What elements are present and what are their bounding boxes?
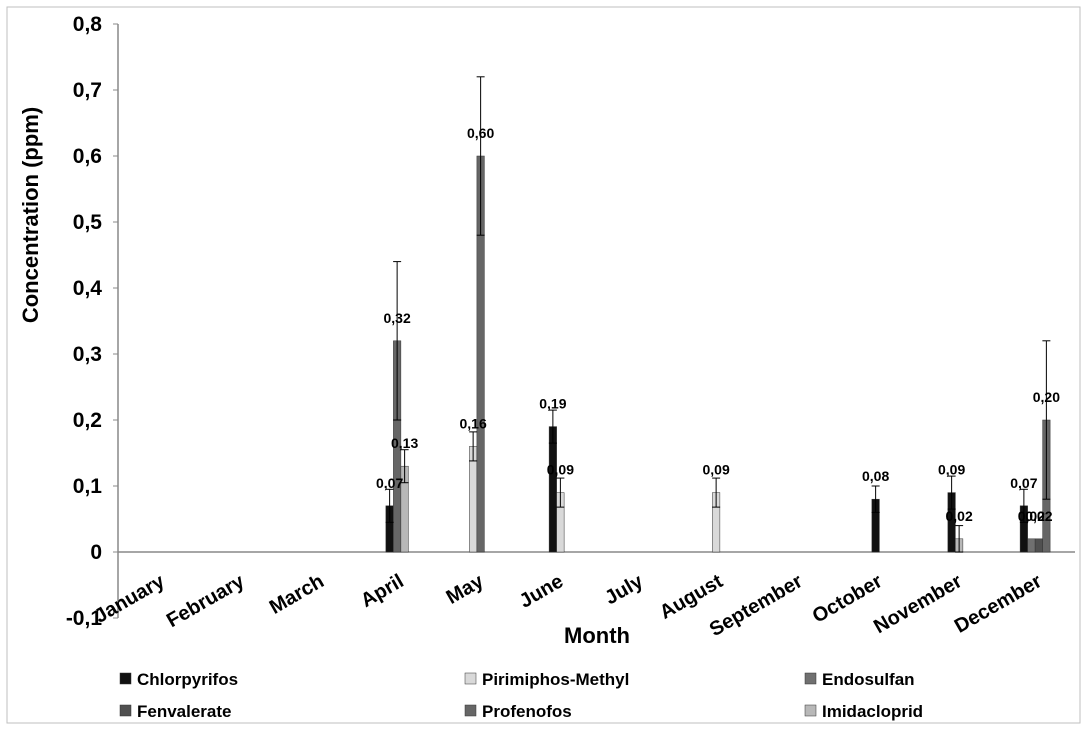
legend-swatch	[119, 672, 132, 685]
y-tick-label: 0,1	[73, 475, 103, 498]
legend-label: Pirimiphos-Methyl	[482, 670, 629, 689]
legend-swatch	[804, 672, 817, 685]
y-tick-label: 0,8	[73, 13, 103, 36]
legend-label: Endosulfan	[822, 670, 915, 689]
data-label: 0,16	[460, 415, 487, 431]
data-label: 0,32	[384, 310, 411, 326]
data-labels-group: 0,07 0,32 0,13 0,16 0,60 0,19 0,09 0,09 0,08 0,09…	[376, 125, 1060, 524]
bar	[469, 446, 478, 553]
y-tick-label: 0,6	[73, 145, 102, 168]
y-tick-label: 0,5	[73, 211, 103, 234]
data-label: 0,19	[539, 396, 566, 412]
data-label: 0,60	[467, 125, 494, 141]
legend-label: Chlorpyrifos	[137, 670, 238, 689]
y-tick-label: 0	[90, 541, 102, 564]
data-label: 0,07	[376, 475, 403, 491]
bar	[1034, 538, 1043, 553]
data-label: 0,07	[1010, 475, 1037, 491]
y-axis-title: Concentration (ppm)	[18, 107, 43, 323]
data-label: 0,02	[1025, 508, 1052, 524]
error-bars-group	[385, 76, 1051, 553]
data-label: 0,02	[946, 508, 973, 524]
y-tick-label: 0,2	[73, 409, 102, 432]
legend-label: Profenofos	[482, 702, 572, 721]
legend-swatch	[464, 704, 477, 717]
y-tick-label: 0,7	[73, 79, 102, 102]
data-label: 0,13	[391, 435, 418, 451]
data-label: 0,09	[703, 462, 730, 478]
chart-border	[6, 6, 1081, 724]
legend-label: Fenvalerate	[137, 702, 232, 721]
legend-swatch	[119, 704, 132, 717]
y-tick-label: 0,3	[73, 343, 102, 366]
legend: Chlorpyrifos Pirimiphos-Methyl Endosulfan F…	[119, 670, 923, 721]
bar	[1027, 538, 1036, 553]
y-tick-label: 0,4	[73, 277, 103, 300]
legend-swatch	[464, 672, 477, 685]
data-label: 0,08	[862, 468, 889, 484]
bar	[548, 426, 557, 553]
y-tick-label: -0,1	[66, 607, 103, 630]
data-label: 0,09	[547, 462, 574, 478]
legend-swatch	[804, 704, 817, 717]
data-label: 0,02	[1018, 508, 1045, 524]
data-label: 0,09	[938, 462, 965, 478]
data-label: 0,20	[1033, 389, 1060, 405]
x-axis-title: Month	[564, 623, 630, 648]
legend-label: Imidacloprid	[822, 702, 923, 721]
y-axis-ticks: 0,8 0,7 0,6 0,5 0,4 0,3 0,2 0,1 0 -0,1	[66, 13, 118, 630]
